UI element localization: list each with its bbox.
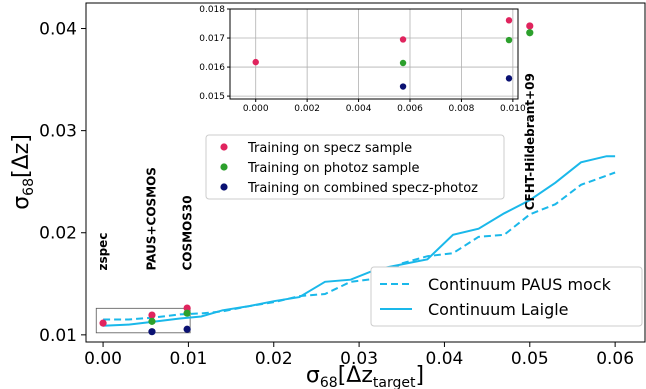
zoom-region-box <box>95 307 191 334</box>
y-tick-label: 0.04 <box>39 20 77 40</box>
inset-x-tick-label: 0.000 <box>243 104 269 114</box>
inset-y-tick-label: 0.018 <box>199 5 225 15</box>
inset-x-tick-label: 0.008 <box>449 104 475 114</box>
annotation-label: PAUS+COSMOS <box>145 167 159 271</box>
inset-x-tick-label: 0.002 <box>294 104 320 114</box>
legend-label: Training on combined specz-photoz <box>247 181 478 196</box>
y-tick-label: 0.01 <box>39 326 77 346</box>
inset-point-1 <box>252 58 259 66</box>
inset-point-3 <box>505 75 513 82</box>
scatter-point-2 <box>526 29 534 37</box>
x-tick-label: 0.00 <box>84 349 122 369</box>
x-tick-label: 0.05 <box>511 349 549 369</box>
legend-marker <box>220 143 228 151</box>
series-line-1 <box>103 171 616 321</box>
inset-y-tick-label: 0.017 <box>199 34 225 44</box>
inset-point-2 <box>505 36 513 44</box>
main-plot: 0.00 0.01 0.02 0.03 0.04 0.05 0.06 0.01 0.02 0.03… <box>39 20 634 369</box>
line-legend-box <box>370 266 643 327</box>
inset-x-tick-label: 0.010 <box>500 104 526 114</box>
legend-label: Training on photoz sample <box>247 161 419 176</box>
y-tick-label: 0.02 <box>39 224 77 244</box>
inset-point-1 <box>505 17 513 24</box>
axis-labels: σ68[Δztarget] σ68[Δz] <box>9 134 424 389</box>
scatter-point-3 <box>148 328 156 336</box>
inset-point-2 <box>399 59 407 67</box>
scatter-point-3 <box>183 325 191 333</box>
legend-label: Training on specz sample <box>247 141 412 156</box>
legend-marker <box>220 163 228 171</box>
x-tick-label: 0.04 <box>426 349 464 369</box>
scatter-point-1 <box>526 22 534 30</box>
scatter-point-2 <box>148 317 156 325</box>
inset-point-3 <box>399 83 407 90</box>
inset-x-tick-label: 0.004 <box>346 104 372 114</box>
main-plot-frame <box>85 2 646 343</box>
annotation-label: zspec <box>96 233 110 271</box>
inset-x-tick-label: 0.006 <box>397 104 423 114</box>
inset-frame <box>229 8 519 100</box>
x-tick-label: 0.01 <box>169 349 207 369</box>
scatter-legend-box <box>205 134 505 200</box>
legend-marker <box>220 183 228 191</box>
scatter-point-1 <box>183 304 191 312</box>
legend-label: Continuum PAUS mock <box>428 275 612 294</box>
annotation-label: COSMOS30 <box>181 195 195 270</box>
inset-point-1 <box>399 36 407 43</box>
x-tick-label: 0.03 <box>340 349 378 369</box>
y-axis-label: σ68[Δz] <box>9 134 37 210</box>
inset-y-tick-label: 0.016 <box>199 63 225 73</box>
inset-plot: 0.000 0.002 0.004 0.006 0.008 0.010 0.015 0.016… <box>199 5 526 114</box>
scatter-point-1 <box>148 311 156 319</box>
x-tick-label: 0.02 <box>255 349 293 369</box>
legends: Training on specz sample Training on phot… <box>205 134 643 327</box>
inset-y-tick-label: 0.015 <box>199 92 225 102</box>
y-tick-label: 0.03 <box>39 122 77 142</box>
series-line-2 <box>103 155 616 327</box>
scatter-point-2 <box>183 309 191 317</box>
x-tick-label: 0.06 <box>596 349 634 369</box>
inset-background <box>230 9 518 99</box>
x-axis-label: σ68[Δztarget] <box>306 363 424 389</box>
scatter-point-1 <box>99 319 107 327</box>
legend-label: Continuum Laigle <box>428 300 569 319</box>
annotation-label: CFHT-Hildebrant+09 <box>523 73 537 210</box>
